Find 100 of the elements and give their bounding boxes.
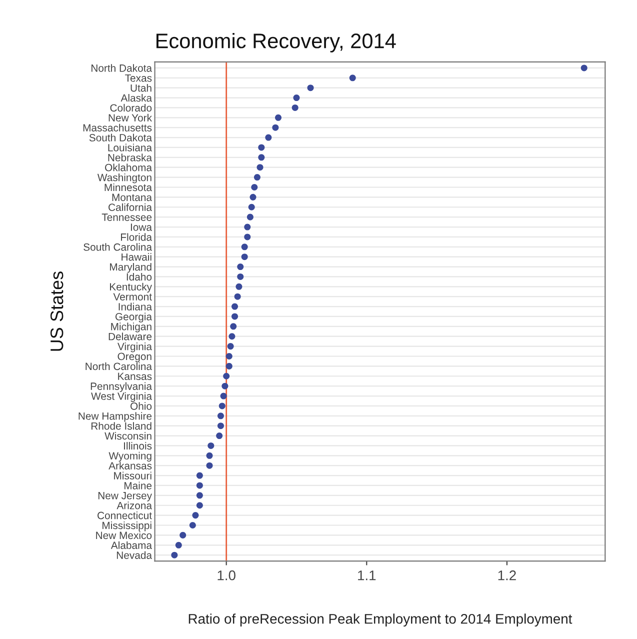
point [175,542,182,548]
y-tick-label: Rhode Island [91,422,152,430]
point [256,164,264,171]
y-tick-label: Georgia [115,312,152,322]
y-tick-label: Nevada [116,551,152,559]
point [241,244,248,250]
y-axis-title: US States [50,272,64,351]
y-tick-label: Arkansas [108,462,152,470]
point [171,552,178,558]
y-tick-label: Arizona [116,502,152,510]
y-tick-label: Missouri [114,472,152,480]
x-tick-label: 1.2 [498,570,516,580]
point [217,422,224,430]
point [265,134,272,141]
point [226,362,232,370]
y-tick-label: Iowa [130,224,152,231]
y-tick-label: Texas [125,74,152,82]
y-tick-label: Mississippi [102,521,152,532]
y-tick-label: Illinois [124,442,152,450]
point [237,273,244,280]
y-tick-label: Montana [112,194,152,202]
x-axis-title: Ratio of preRecession Peak Employment to 2014 Employment [188,614,572,627]
y-tick-label: Colorado [110,104,152,112]
point [227,343,234,350]
point [196,502,203,509]
point [251,184,258,190]
y-tick-label: Maryland [110,263,152,273]
point [246,214,254,220]
point [250,194,256,200]
y-tick-label: Utah [130,84,152,92]
y-tick-label: New Jersey [98,492,152,502]
point [228,333,236,340]
point [196,472,203,479]
point [292,104,298,111]
y-tick-label: Wisconsin [104,432,152,440]
point [248,204,255,210]
y-tick-label: South Dakota [89,134,152,142]
y-tick-label: New Hampshire [78,412,152,422]
point [307,84,314,92]
y-tick-label: Kentucky [110,282,152,293]
y-tick-label: Massachusetts [83,124,152,132]
point [232,303,238,310]
y-tick-label: Connecticut [98,512,152,520]
point [189,522,196,529]
y-tick-label: Kansas [118,372,152,380]
point [222,382,228,390]
point [226,352,232,360]
point [244,234,251,240]
y-tick-label: North Dakota [92,64,152,72]
point [349,74,356,82]
y-tick-label: Florida [121,233,152,241]
y-tick-label: Minnesota [104,183,152,192]
point [232,313,238,320]
y-tick-label: West Virginia [91,392,152,402]
point [196,482,203,489]
y-tick-label: Michigan [111,322,152,332]
y-tick-label: Indiana [118,302,152,310]
point [220,392,227,400]
y-tick-label: Ohio [130,402,152,410]
point [274,114,282,121]
point [254,174,260,181]
y-tick-label: New Mexico [96,531,152,540]
y-tick-label: South Carolina [84,243,152,251]
y-tick-label: Wyoming [108,452,152,462]
y-tick-label: Alabama [110,541,152,550]
point [180,532,186,538]
point [580,64,588,72]
y-tick-label: New York [108,114,152,122]
chart-title: Economic Recovery, 2014 [156,32,396,52]
y-tick-label: Oklahoma [105,164,152,172]
point [258,154,265,161]
point [258,144,265,151]
point [216,432,223,440]
point [223,372,230,380]
point [230,323,237,330]
y-tick-label: Pennsylvania [90,382,152,392]
point [206,452,213,459]
y-tick-label: Delaware [108,332,152,340]
y-tick-label: Virginia [118,342,152,352]
y-tick-label: Washington [97,174,152,184]
point [293,94,300,102]
y-tick-label: Hawaii [122,253,152,261]
y-tick-label: Tennessee [102,214,152,221]
y-tick-label: Oregon [118,352,152,362]
point [272,124,279,131]
point [237,264,244,270]
point [208,442,214,449]
point [244,224,251,230]
point [241,254,248,260]
point [218,402,226,410]
y-tick-label: California [108,203,152,212]
y-tick-label: Maine [124,482,152,490]
point [234,293,241,300]
y-tick-label: Alaska [120,94,152,102]
point [196,492,203,499]
y-tick-label: Vermont [113,293,152,300]
y-tick-label: Idaho [126,272,152,281]
y-tick-label: Louisiana [108,144,152,152]
y-tick-label: North Carolina [86,362,152,370]
y-tick-label: Nebraska [108,154,152,162]
